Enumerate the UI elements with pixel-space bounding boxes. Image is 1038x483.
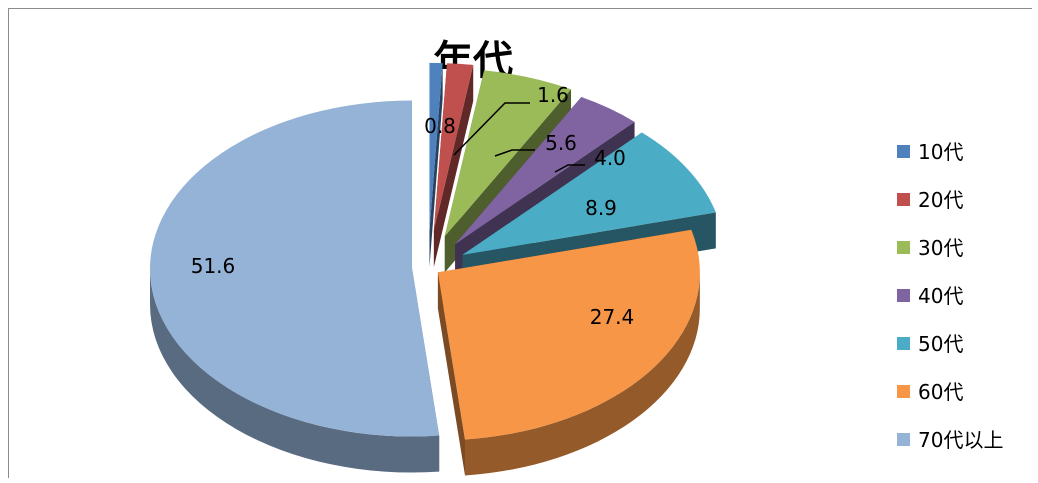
legend-label-1: 20代 [918, 188, 963, 212]
leader-line-3 [554, 164, 585, 173]
legend: 10代 20代 30代 40代 50代 60代 70代以上 [897, 140, 1003, 452]
data-label-2: 5.6 [545, 131, 577, 155]
slice-0 [429, 62, 443, 231]
slice-wall-0 [429, 62, 443, 267]
data-labels: 0.8 1.6 5.6 4.0 8.9 27.4 51.6 [191, 83, 635, 329]
legend-swatch-6 [897, 433, 910, 446]
slice-1 [433, 63, 474, 232]
legend-swatch-4 [897, 337, 910, 350]
legend-label-2: 30代 [918, 236, 963, 260]
slice-3 [455, 97, 635, 245]
legend-swatch-1 [897, 193, 910, 206]
pie-tops [150, 62, 716, 440]
legend-label-5: 60代 [918, 380, 963, 404]
leader-line-1 [453, 102, 530, 156]
slice-5 [437, 229, 700, 440]
leader-line-2 [494, 149, 535, 157]
legend-swatch-0 [897, 145, 910, 158]
legend-label-6: 70代以上 [918, 428, 1003, 452]
legend-swatch-2 [897, 241, 910, 254]
slice-6 [150, 100, 440, 437]
slice-side-5 [465, 272, 700, 476]
data-label-5: 27.4 [590, 305, 635, 329]
data-label-3: 4.0 [594, 146, 626, 170]
data-label-0: 0.8 [424, 114, 456, 138]
legend-label-3: 40代 [918, 284, 963, 308]
data-label-6: 51.6 [191, 254, 236, 278]
data-label-1: 1.6 [537, 83, 569, 107]
slice-side-6 [150, 268, 440, 473]
legend-swatch-5 [897, 385, 910, 398]
legend-label-0: 10代 [918, 140, 963, 164]
slice-4 [462, 132, 716, 255]
legend-label-4: 50代 [918, 332, 963, 356]
data-label-4: 8.9 [585, 196, 617, 220]
leader-lines [453, 102, 585, 173]
legend-swatch-3 [897, 289, 910, 302]
slice-2 [444, 70, 572, 237]
